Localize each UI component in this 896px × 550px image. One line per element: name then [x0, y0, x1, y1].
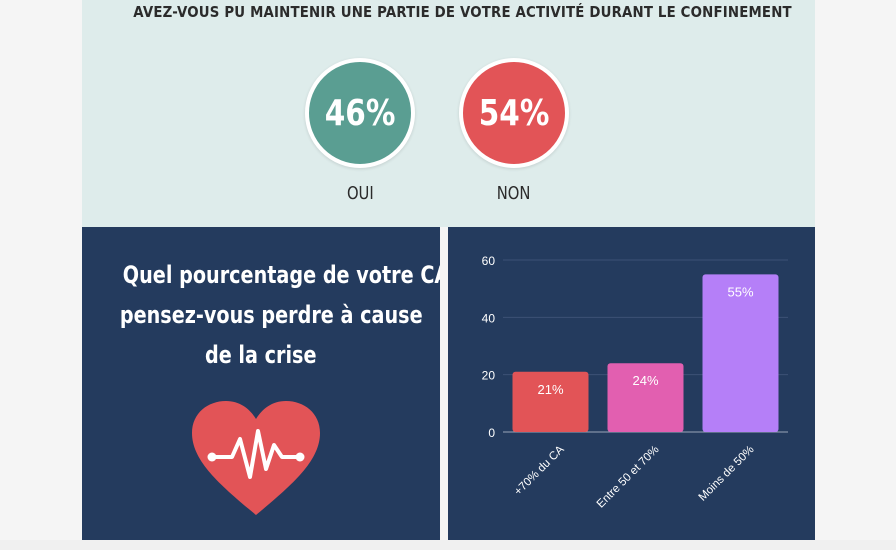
heart-pulse-icon — [192, 401, 320, 515]
loss-chart-panel: 0 20 40 60 21% +70% du CA 24% Entre 50 et 70% 55… — [448, 227, 815, 550]
loss-bar-chart: 0 20 40 60 21% +70% du CA 24% Entre 50 et 70% 55… — [482, 254, 788, 511]
left-margin — [0, 0, 82, 550]
bar-1 — [512, 371, 589, 432]
no-label: NON — [497, 183, 531, 204]
bar-value-label-1: 21% — [537, 382, 563, 397]
no-percentage-bubble: 54% — [459, 58, 569, 168]
y-tick-label-0: 0 — [488, 426, 495, 440]
survey-panel: AVEZ-VOUS PU MAINTENIR UNE PARTIE DE VOT… — [82, 0, 815, 227]
x-category-label-2: Entre 50 et 70% — [595, 444, 662, 511]
yes-label-box: OUI — [305, 183, 415, 204]
loss-question-line-2: pensez-vous perdre à cause — [119, 301, 423, 329]
bar-2 — [607, 363, 684, 432]
survey-question: AVEZ-VOUS PU MAINTENIR UNE PARTIE DE VOT… — [133, 3, 792, 21]
y-tick-label-40: 40 — [482, 311, 496, 325]
loss-question-line-3: de la crise — [205, 341, 317, 369]
yes-percentage: 46% — [324, 92, 396, 134]
panel-divider — [440, 227, 448, 550]
x-category-label-1: +70% du CA — [512, 443, 567, 498]
loss-question-panel: Quel pourcentage de votre CA pensez-vous… — [82, 227, 449, 550]
no-percentage: 54% — [478, 92, 550, 134]
y-tick-label-60: 60 — [482, 254, 496, 268]
bottom-strip — [0, 540, 896, 550]
no-label-box: NON — [459, 183, 569, 204]
loss-question: Quel pourcentage de votre CA pensez-vous… — [82, 255, 449, 375]
yes-label: OUI — [346, 183, 374, 204]
bar-3 — [702, 274, 779, 432]
bar-value-label-2: 24% — [632, 373, 658, 388]
x-category-label-3: Moins de 50% — [697, 444, 757, 504]
loss-question-line-1: Quel pourcentage de votre CA — [122, 261, 450, 289]
yes-percentage-bubble: 46% — [305, 58, 415, 168]
right-margin — [815, 0, 896, 550]
bar-value-label-3: 55% — [727, 284, 753, 299]
y-tick-label-20: 20 — [482, 369, 496, 383]
